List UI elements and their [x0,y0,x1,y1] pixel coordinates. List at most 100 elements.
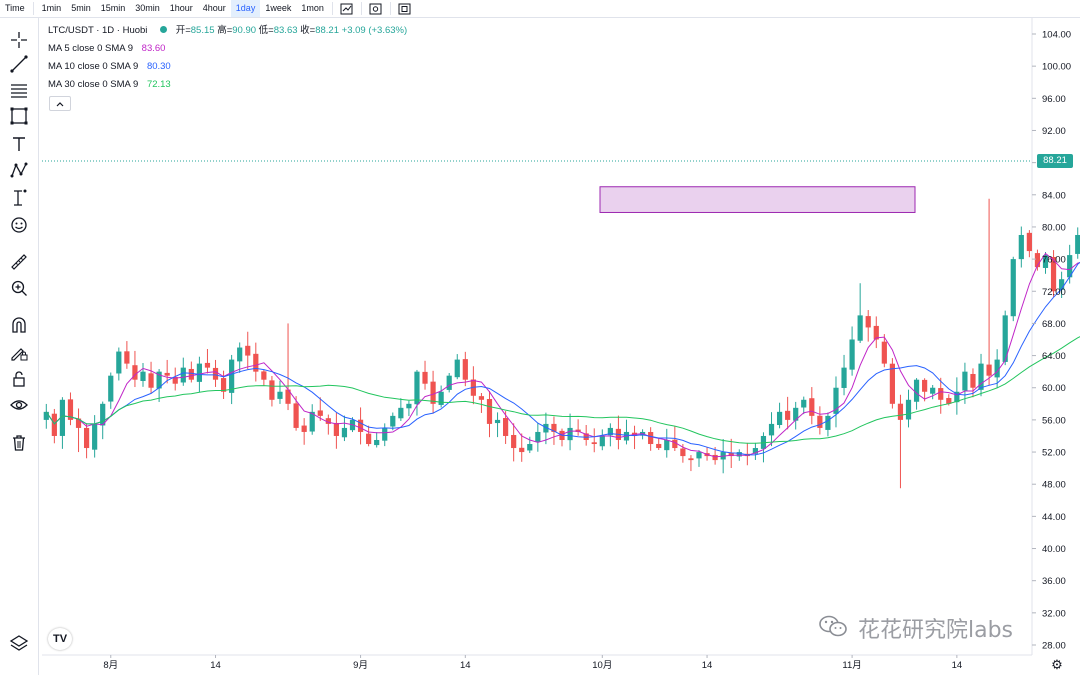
candle-body [511,434,517,449]
candle-body [100,403,106,426]
emoji-icon[interactable] [9,215,29,235]
candle-body [865,316,871,328]
trend-line-icon[interactable] [9,54,29,74]
pattern-icon[interactable] [9,160,29,180]
candle-body [857,315,863,341]
chart-legend: LTC/USDT · 1D · Huobi 开=85.15 高=90.90 低=… [48,22,407,94]
resistance-zone-box[interactable] [599,186,916,213]
candle-body [930,387,936,394]
candle-body [551,423,557,432]
timeframe-15min[interactable]: 15min [100,3,126,13]
candle-body [188,368,194,380]
price-axis[interactable]: 104.00100.0096.0092.0088.0084.0080.0076.… [1032,30,1071,652]
candle-body [680,448,686,457]
candle-body [357,419,364,432]
rectangle-icon[interactable] [9,106,29,126]
zoom-in-icon[interactable] [9,278,29,298]
candle-body [841,367,847,388]
ma5-name: MA 5 close 0 SMA 9 [48,43,134,54]
time-axis[interactable]: 8月149月1410月1411月1412月142023142月14 [103,655,1080,671]
settings-gear-icon[interactable]: ⚙ [1051,657,1063,672]
open-value: 85.15 [190,25,215,36]
candle-body [946,397,952,404]
tradingview-logo[interactable]: TV [48,628,72,650]
x-tick-label: 9月 [353,660,368,671]
y-tick-label: 28.00 [1042,641,1066,652]
symbol-title[interactable]: LTC/USDT · 1D · Huobi [48,25,148,36]
timeframe-4hour[interactable]: 4hour [202,3,226,13]
candle-body [913,379,920,402]
candle-body [776,411,783,425]
candle-body [938,388,944,400]
candle-body [1075,234,1080,254]
close-label: 收= [300,25,316,36]
candle-body [285,389,291,404]
measure-icon[interactable] [9,188,29,208]
candle-body [519,447,525,453]
candle-body [583,433,589,440]
y-tick-label: 48.00 [1042,480,1066,491]
timeframe-time[interactable]: Time [5,3,25,13]
timeframe-5min[interactable]: 5min [71,3,91,13]
candle-body [599,435,605,447]
low-value: 83.63 [273,25,298,36]
candle-body [905,399,912,420]
lock-icon[interactable] [9,369,29,389]
legend-ma30-row[interactable]: MA 30 close 0 SMA 9 72.13 [48,76,407,94]
settings-icon[interactable] [369,2,383,15]
timeframe-1hour[interactable]: 1hour [169,3,193,13]
candle-body [849,339,855,370]
y-tick-label: 92.00 [1042,126,1066,137]
magnet-icon[interactable] [9,315,29,335]
candle-body [962,371,968,391]
market-status-dot [160,26,168,33]
candle-body [220,378,227,392]
candle-body [801,399,807,408]
candle-body [478,396,485,400]
candle-body [591,442,597,445]
candle-body [752,448,759,454]
timeframe-30min[interactable]: 30min [135,3,160,13]
ruler-icon[interactable] [9,252,29,272]
candle-body [164,372,170,376]
candle-body [648,432,654,445]
chart-type-icon[interactable] [340,2,354,15]
timeframe-1min[interactable]: 1min [41,3,62,13]
x-tick-label: 8月 [103,660,118,671]
candle-body [656,443,662,449]
timeframe-1day[interactable]: 1day [230,0,261,17]
ma10-value: 80.30 [146,61,171,72]
candle-body [712,454,718,461]
layers-icon[interactable] [9,633,29,653]
eye-icon[interactable] [9,395,29,415]
parallel-lines-icon[interactable] [9,80,29,100]
legend-collapse-button[interactable] [49,96,71,111]
candle-body [245,345,251,356]
toolbar-divider [360,2,362,15]
grid [42,18,1033,656]
high-value: 90.90 [232,25,257,36]
lock-pencil-icon[interactable] [9,342,29,362]
candle-body [793,407,799,421]
fullscreen-icon[interactable] [398,2,412,15]
candle-body [1034,253,1041,268]
crosshair-icon[interactable] [9,30,29,50]
y-tick-label: 40.00 [1042,544,1066,555]
text-icon[interactable] [9,134,29,154]
candle-body [237,347,243,362]
legend-ma10-row[interactable]: MA 10 close 0 SMA 9 80.30 [48,58,407,76]
candle-body [269,380,275,400]
trash-icon[interactable] [9,433,29,453]
candle-body [970,373,976,388]
candle-body [382,427,388,441]
candle-body [817,415,823,428]
ma30-line [45,336,1080,444]
ma30-name: MA 30 close 0 SMA 9 [48,79,139,90]
candle-body [374,439,380,446]
timeframe-1mon[interactable]: 1mon [301,3,324,13]
y-tick-label: 76.00 [1042,255,1066,266]
legend-ma5-row[interactable]: MA 5 close 0 SMA 9 83.60 [48,40,407,58]
candle-body [446,375,452,390]
timeframe-1week[interactable]: 1week [265,3,292,13]
